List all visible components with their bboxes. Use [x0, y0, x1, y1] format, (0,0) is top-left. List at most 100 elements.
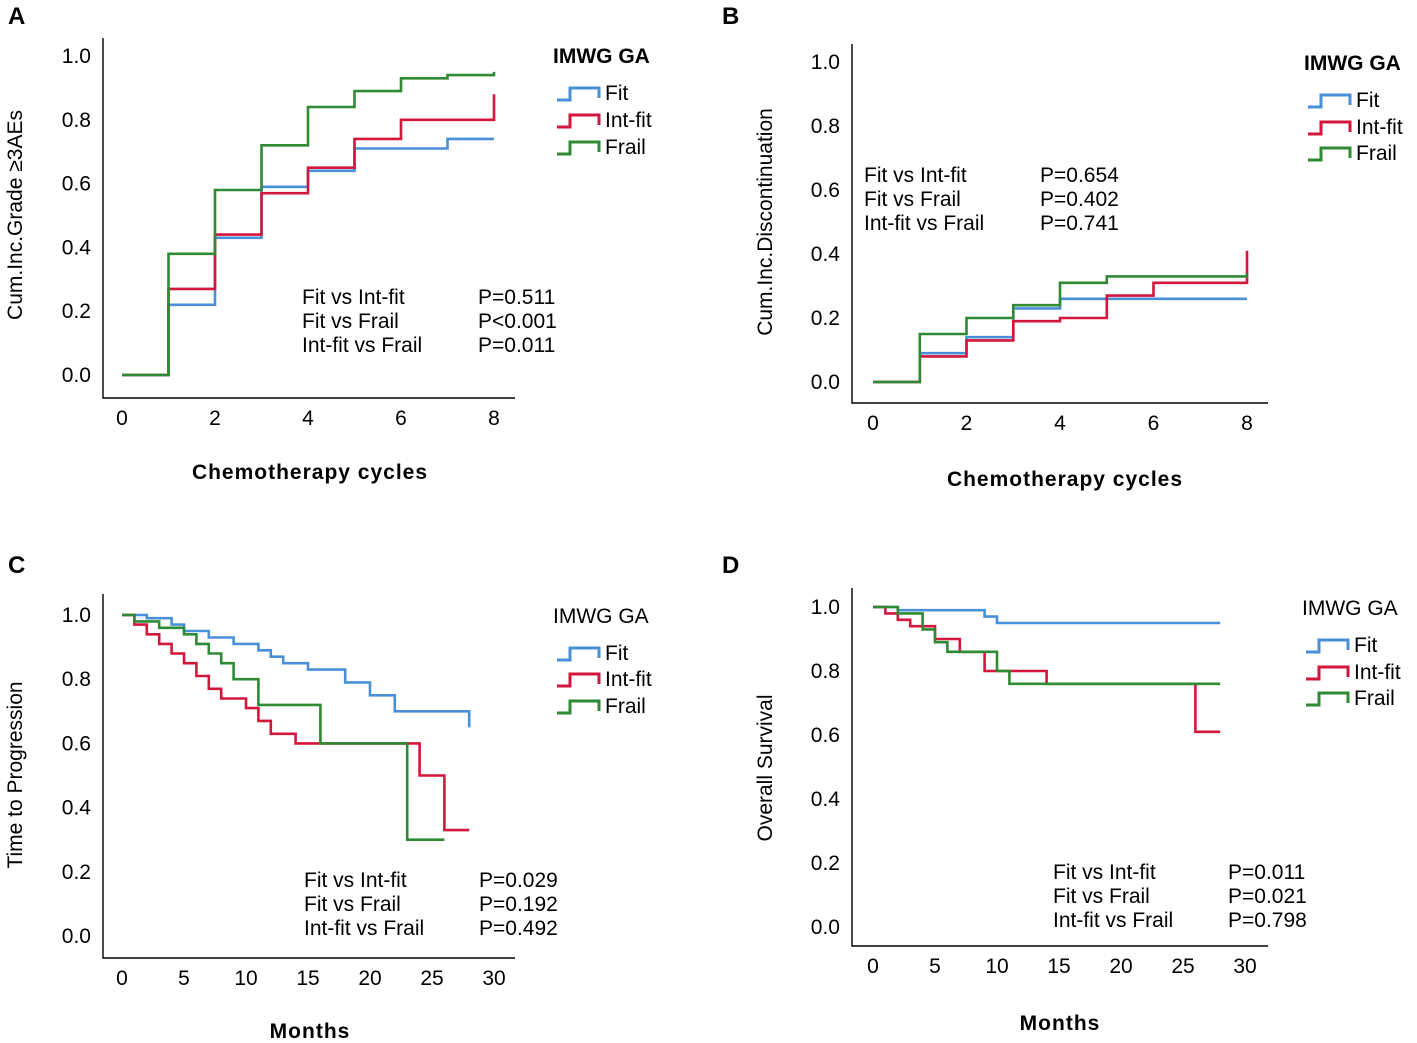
- legend-swatch-fit: [1308, 93, 1352, 109]
- x-tick-label: 2: [209, 407, 221, 430]
- x-tick-label: 8: [488, 407, 500, 430]
- x-tick-label: 0: [867, 412, 879, 435]
- chart-panel-a: A 0.0 0.2 0.4 0.6 0.8 1.0 0 2 4 6 8 Chemotherapy cyc…: [4, 3, 652, 484]
- series-line-frail: [122, 613, 445, 842]
- axes-frame: [102, 38, 515, 399]
- y-axis-label: Cum.Inc.Grade ≥3AEs: [4, 110, 27, 320]
- series-line-int-fit: [873, 605, 1221, 734]
- y-tick-label: 0.2: [811, 852, 840, 875]
- legend-swatch-frail: [557, 140, 601, 156]
- annotation-p-value: P=0.011: [478, 334, 555, 357]
- series-line-fit: [122, 137, 494, 377]
- annotation-comparison: Int-fit vs Frail: [1053, 909, 1173, 932]
- legend-swatch-fit: [557, 646, 601, 662]
- axes-frame: [851, 588, 1268, 947]
- y-tick-label: 0.4: [811, 243, 841, 266]
- legend-swatch-int-fit: [1308, 120, 1352, 136]
- y-tick-label: 0.4: [811, 788, 841, 811]
- legend-swatch-frail: [557, 699, 601, 715]
- legend-swatch-frail: [1308, 146, 1352, 162]
- x-tick-label: 5: [178, 967, 190, 990]
- series-line-frail: [873, 605, 1221, 686]
- legend-swatch-int-fit: [557, 672, 601, 688]
- x-axis-label: Chemotherapy cycles: [192, 461, 428, 484]
- x-axis-label: Chemotherapy cycles: [947, 468, 1183, 491]
- chart-panel-d: D 0.0 0.2 0.4 0.6 0.8 1.0 0 5 10 15 20 25 30 Months Ove…: [722, 552, 1401, 1035]
- x-tick-label: 15: [1047, 955, 1070, 978]
- y-tick-label: 0.4: [62, 797, 92, 820]
- y-tick-label: 0.6: [811, 724, 840, 747]
- y-axis-label: Time to Progression: [4, 681, 27, 868]
- x-tick-label: 25: [420, 967, 443, 990]
- annotation-comparison: Fit vs Frail: [304, 893, 401, 916]
- x-axis-label: Months: [270, 1020, 351, 1043]
- series-line-int-fit: [873, 250, 1249, 384]
- panel-letter: B: [722, 3, 739, 30]
- legend-label-int-fit: Int-fit: [605, 109, 652, 132]
- annotation-p-value: P=0.511: [478, 286, 555, 309]
- y-tick-label: 0.0: [62, 925, 91, 948]
- series-line-int-fit: [122, 94, 496, 377]
- x-tick-label: 20: [358, 967, 381, 990]
- x-tick-label: 25: [1171, 955, 1194, 978]
- x-tick-label: 4: [1054, 412, 1066, 435]
- annotation-comparison: Int-fit vs Frail: [864, 212, 984, 235]
- x-tick-label: 30: [482, 967, 505, 990]
- panel-letter: A: [8, 3, 25, 30]
- panel-letter: C: [8, 552, 25, 579]
- panel-letter: D: [722, 552, 739, 579]
- x-tick-label: 8: [1241, 412, 1253, 435]
- x-tick-label: 6: [395, 407, 407, 430]
- y-tick-label: 1.0: [811, 51, 840, 74]
- x-tick-label: 2: [961, 412, 973, 435]
- legend-swatch-frail: [1306, 691, 1350, 707]
- x-tick-label: 0: [116, 967, 128, 990]
- chart-panel-b: B 0.0 0.2 0.4 0.6 0.8 1.0 0 2 4 6 8 Chemotherapy cyc…: [722, 3, 1403, 491]
- annotation-p-value: P=0.192: [479, 893, 558, 916]
- legend-label-frail: Frail: [605, 136, 646, 159]
- y-tick-label: 0.8: [62, 109, 91, 132]
- y-axis-label: Cum.Inc.Discontinuation: [754, 108, 777, 336]
- annotation-comparison: Fit vs Int-fit: [864, 164, 967, 187]
- legend-label-fit: Fit: [1354, 634, 1377, 657]
- x-tick-label: 10: [234, 967, 257, 990]
- legend-label-fit: Fit: [1356, 89, 1379, 112]
- annotation-comparison: Fit vs Frail: [302, 310, 399, 333]
- series-line-int-fit: [122, 613, 470, 832]
- y-tick-label: 0.6: [62, 732, 91, 755]
- series-line-frail: [873, 273, 1249, 384]
- legend-swatch-int-fit: [1306, 665, 1350, 681]
- axes-frame: [851, 44, 1268, 404]
- x-tick-label: 0: [116, 407, 128, 430]
- annotation-p-value: P=0.741: [1040, 212, 1119, 235]
- annotation-comparison: Fit vs Frail: [864, 188, 961, 211]
- x-tick-label: 20: [1109, 955, 1132, 978]
- legend-label-frail: Frail: [605, 695, 646, 718]
- annotation-p-value: P<0.001: [478, 310, 557, 333]
- y-tick-label: 1.0: [62, 604, 91, 627]
- y-tick-label: 0.4: [62, 236, 92, 259]
- x-tick-label: 10: [985, 955, 1008, 978]
- y-tick-label: 0.8: [811, 115, 840, 138]
- y-tick-label: 0.8: [811, 660, 840, 683]
- series-line-fit: [873, 605, 1221, 625]
- x-axis-label: Months: [1020, 1012, 1101, 1035]
- y-tick-label: 1.0: [811, 596, 840, 619]
- annotation-comparison: Fit vs Frail: [1053, 885, 1150, 908]
- legend-title: IMWG GA: [553, 45, 650, 68]
- chart-panel-c: C 0.0 0.2 0.4 0.6 0.8 1.0 0 5 10 15 20 25 30 Months Tim…: [4, 552, 652, 1043]
- annotation-comparison: Int-fit vs Frail: [304, 917, 424, 940]
- annotation-p-value: P=0.011: [1228, 861, 1305, 884]
- x-tick-label: 5: [929, 955, 941, 978]
- y-tick-label: 0.0: [811, 371, 840, 394]
- annotation-comparison: Fit vs Int-fit: [1053, 861, 1156, 884]
- y-tick-label: 1.0: [62, 45, 91, 68]
- series-line-fit: [873, 297, 1247, 384]
- legend-swatch-fit: [1306, 638, 1350, 654]
- y-tick-label: 0.0: [62, 364, 91, 387]
- x-tick-label: 15: [296, 967, 319, 990]
- x-tick-label: 4: [302, 407, 314, 430]
- x-tick-label: 6: [1148, 412, 1160, 435]
- annotation-p-value: P=0.654: [1040, 164, 1119, 187]
